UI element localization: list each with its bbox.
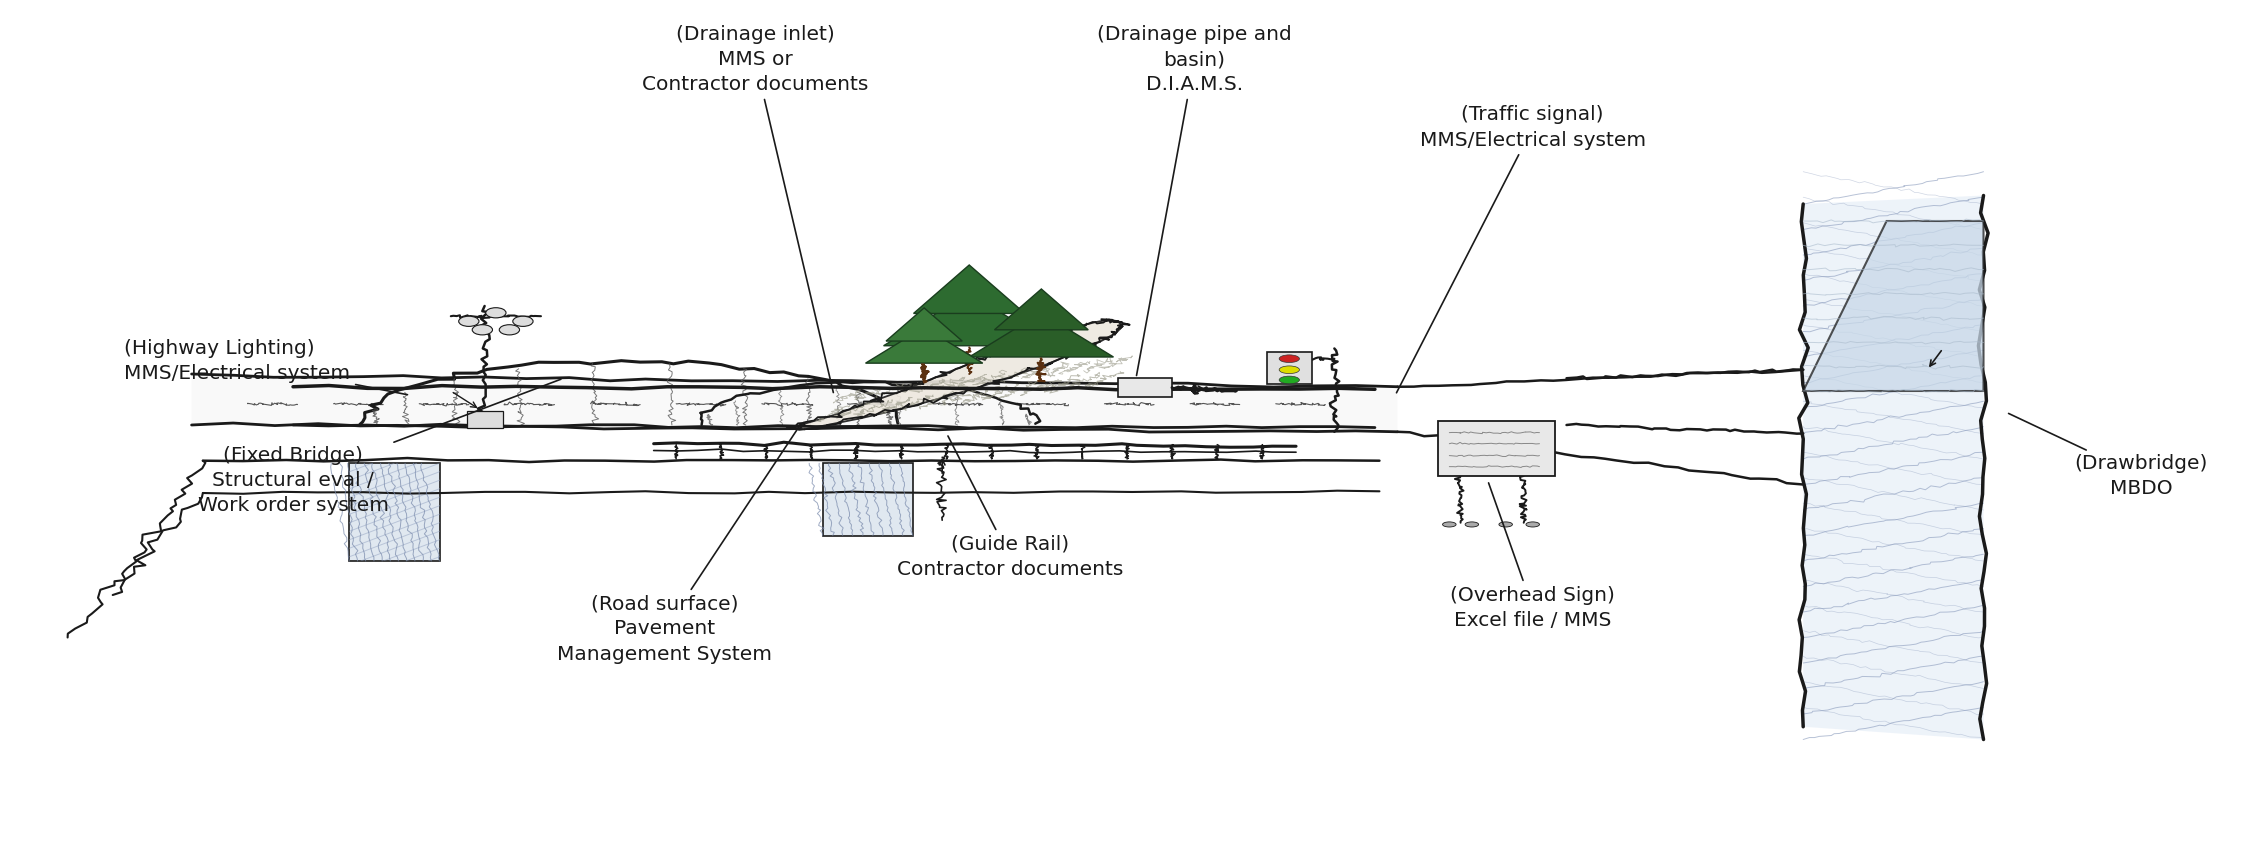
Text: (Road surface)
Pavement
Management System: (Road surface) Pavement Management Syste… xyxy=(557,428,798,664)
Text: (Overhead Sign)
Excel file / MMS: (Overhead Sign) Excel file / MMS xyxy=(1449,483,1616,630)
Circle shape xyxy=(1278,376,1298,383)
Polygon shape xyxy=(192,374,1397,432)
Polygon shape xyxy=(866,327,983,363)
Circle shape xyxy=(1526,522,1539,527)
Text: (Guide Rail)
Contractor documents: (Guide Rail) Contractor documents xyxy=(897,436,1122,579)
Polygon shape xyxy=(969,313,1113,357)
Text: (Fixed Bridge)
Structural eval /
Work order system: (Fixed Bridge) Structural eval / Work or… xyxy=(198,379,561,515)
Circle shape xyxy=(1278,366,1298,374)
Bar xyxy=(1438,421,1555,476)
Text: (Traffic signal)
MMS/Electrical system: (Traffic signal) MMS/Electrical system xyxy=(1397,105,1645,393)
Circle shape xyxy=(1443,522,1456,527)
Polygon shape xyxy=(1803,221,1984,391)
Bar xyxy=(1118,378,1172,397)
Text: (Drainage inlet)
MMS or
Contractor documents: (Drainage inlet) MMS or Contractor docum… xyxy=(642,25,868,393)
Polygon shape xyxy=(349,463,440,561)
Polygon shape xyxy=(994,289,1089,330)
Circle shape xyxy=(1499,522,1512,527)
Ellipse shape xyxy=(460,316,478,326)
Ellipse shape xyxy=(514,316,534,326)
Bar xyxy=(467,411,503,428)
Polygon shape xyxy=(1803,196,1984,740)
Polygon shape xyxy=(823,463,913,536)
Circle shape xyxy=(1465,522,1479,527)
Polygon shape xyxy=(789,320,1122,429)
Ellipse shape xyxy=(487,308,505,318)
Polygon shape xyxy=(884,293,1055,346)
Polygon shape xyxy=(886,308,962,341)
Bar xyxy=(1267,352,1312,384)
Circle shape xyxy=(1278,355,1298,363)
Text: (Highway Lighting)
MMS/Electrical system: (Highway Lighting) MMS/Electrical system xyxy=(124,339,408,394)
Polygon shape xyxy=(913,265,1026,314)
Ellipse shape xyxy=(500,325,518,335)
Text: (Drawbridge)
MBDO: (Drawbridge) MBDO xyxy=(2008,413,2209,498)
Ellipse shape xyxy=(473,325,491,335)
Text: (Drainage pipe and
basin)
D.I.A.M.S.: (Drainage pipe and basin) D.I.A.M.S. xyxy=(1098,25,1292,376)
